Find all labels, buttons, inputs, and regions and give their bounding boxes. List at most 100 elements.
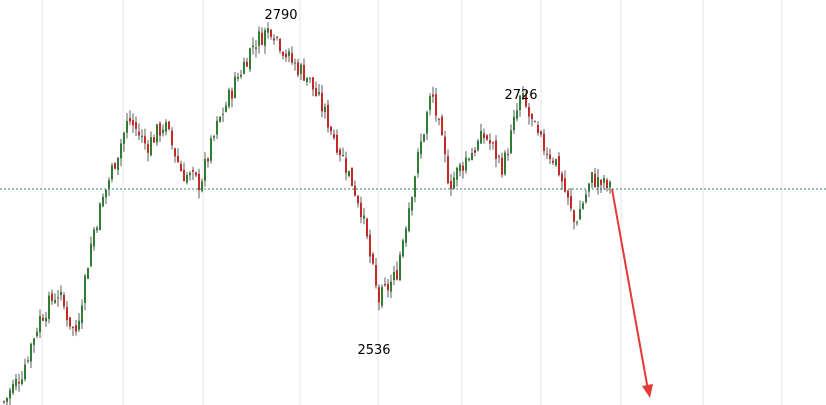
candle-body [105, 189, 107, 198]
candle-body [15, 378, 17, 387]
candle-body [387, 283, 389, 291]
candle-body [492, 142, 494, 144]
candle-body [510, 130, 512, 154]
candle-body [348, 170, 350, 177]
candle-body [159, 123, 161, 136]
candle-body [198, 173, 200, 191]
candle-body [306, 77, 308, 82]
candle-body [426, 112, 428, 134]
candle-body [507, 153, 509, 155]
candle-body [45, 317, 47, 322]
candle-body [195, 172, 197, 176]
candle-body [288, 51, 290, 57]
candle-body [183, 169, 185, 182]
candle-body [459, 164, 461, 172]
candle-body [351, 167, 353, 187]
candle-body [522, 93, 524, 97]
candle-body [606, 179, 608, 188]
candle-body [222, 114, 224, 116]
candle-body [444, 136, 446, 155]
candle-body [363, 215, 365, 219]
candle-body [534, 121, 536, 123]
candle-body [360, 202, 362, 218]
candle-body [75, 325, 77, 332]
candle-body [165, 122, 167, 132]
candle-body [504, 152, 506, 175]
forecast-arrow-head [642, 384, 653, 398]
candle-body [27, 360, 29, 362]
candle-body [486, 135, 488, 140]
candle-body [291, 53, 293, 63]
candle-body [72, 326, 74, 328]
candle-body [219, 116, 221, 122]
candle-body [345, 158, 347, 173]
candle-body [294, 62, 296, 64]
annotation-label-high-2: 2726 [504, 88, 537, 103]
candle-body [441, 116, 443, 136]
candle-body [177, 156, 179, 163]
candle-body [300, 64, 302, 74]
candle-body [555, 159, 557, 166]
candle-body [558, 156, 560, 175]
candle-body [591, 172, 593, 183]
candle-body [573, 210, 575, 222]
candle-body [312, 77, 314, 90]
candle-body [207, 158, 209, 162]
candle-body [252, 45, 254, 48]
candle-body [189, 172, 191, 176]
candle-body [540, 131, 542, 135]
candle-body [138, 131, 140, 136]
candle-body [333, 134, 335, 138]
candle-body [396, 270, 398, 280]
candle-body [576, 222, 578, 224]
forecast-arrow-shaft [611, 188, 649, 391]
candle-body [141, 135, 143, 137]
candle-body [267, 28, 269, 33]
candle-body [153, 137, 155, 143]
candle-body [399, 254, 401, 280]
candle-body [483, 133, 485, 139]
candle-body [462, 165, 464, 171]
candle-body [597, 177, 599, 188]
candle-body [372, 253, 374, 264]
candle-body [129, 117, 131, 122]
candle-body [111, 165, 113, 180]
candle-body [369, 234, 371, 257]
candle-body [495, 140, 497, 159]
candle-body [150, 137, 152, 156]
candle-body [435, 94, 437, 116]
annotation-labels: 2790 2536 2726 [264, 8, 537, 358]
candle-body [342, 154, 344, 156]
candle-body [309, 77, 311, 79]
candle-body [249, 48, 251, 70]
candle-body [54, 299, 56, 303]
candle-body [114, 162, 116, 169]
candle-body [324, 106, 326, 112]
candle-body [384, 284, 386, 286]
candle-body [537, 125, 539, 133]
candle-body [96, 227, 98, 231]
candle-body [273, 38, 275, 41]
candlesticks [3, 22, 611, 405]
candle-body [474, 150, 476, 153]
candle-body [552, 160, 554, 163]
candle-body [51, 293, 53, 302]
candle-body [429, 96, 431, 110]
candle-body [519, 95, 521, 111]
candle-body [237, 76, 239, 79]
candle-body [9, 390, 11, 399]
candle-body [414, 176, 416, 198]
candle-body [81, 305, 83, 323]
candle-body [408, 208, 410, 231]
candle-body [90, 243, 92, 266]
candle-body [24, 364, 26, 380]
candle-body [234, 76, 236, 98]
candle-body [186, 174, 188, 183]
candle-body [609, 181, 611, 188]
candle-body [102, 196, 104, 207]
candle-body [354, 185, 356, 196]
candle-body [6, 397, 8, 402]
candle-body [402, 240, 404, 257]
candle-body [180, 163, 182, 172]
